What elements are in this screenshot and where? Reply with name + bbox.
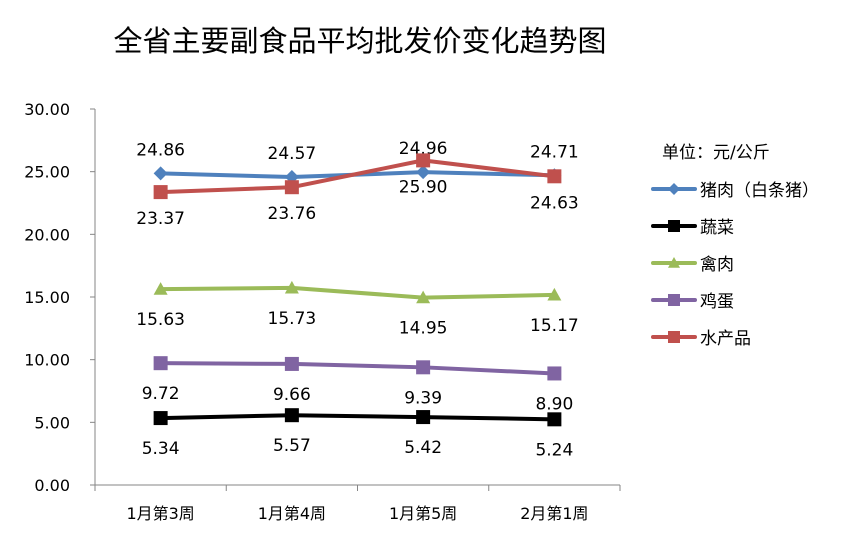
y-tick-label: 5.00 <box>34 413 70 432</box>
legend-label: 鸡蛋 <box>700 292 734 312</box>
unit-label: 单位：元/公斤 <box>662 143 770 163</box>
data-label: 15.63 <box>136 310 185 330</box>
y-tick-label: 15.00 <box>24 288 70 307</box>
legend-label: 水产品 <box>700 329 751 349</box>
data-point <box>153 185 168 200</box>
chart-title: 全省主要副食品平均批发价变化趋势图 <box>113 24 607 58</box>
data-point <box>416 165 431 180</box>
data-label: 8.90 <box>535 394 573 414</box>
x-tick-label: 2月第1周 <box>520 504 588 523</box>
data-point <box>547 412 562 427</box>
data-point <box>547 287 562 301</box>
data-point <box>547 169 562 184</box>
series-line <box>160 285 555 300</box>
data-point <box>416 360 431 375</box>
legend-label: 禽肉 <box>700 255 734 275</box>
y-tick-label: 20.00 <box>24 225 70 244</box>
series-line <box>160 361 555 376</box>
series-line <box>160 413 555 422</box>
legend-label: 蔬菜 <box>700 218 734 238</box>
data-label: 14.95 <box>399 319 448 339</box>
data-point <box>153 166 168 181</box>
data-point <box>153 356 168 371</box>
x-tick-label: 1月第4周 <box>258 504 326 523</box>
data-label: 15.73 <box>268 309 317 329</box>
data-label: 5.42 <box>404 438 442 458</box>
legend-marker <box>668 294 680 306</box>
y-tick-label: 0.00 <box>34 476 70 495</box>
series-line <box>160 158 555 195</box>
legend-marker <box>668 331 680 343</box>
data-label: 9.66 <box>273 385 311 405</box>
data-label: 9.39 <box>404 388 442 408</box>
data-label: 5.57 <box>273 436 311 456</box>
y-tick-label: 30.00 <box>24 100 70 119</box>
x-tick-label: 1月第3周 <box>126 504 194 523</box>
data-label: 5.24 <box>535 440 573 460</box>
data-point <box>284 356 299 371</box>
data-point <box>547 366 562 381</box>
data-label: 15.17 <box>530 316 579 336</box>
data-label: 5.34 <box>142 439 180 459</box>
data-point <box>416 153 431 168</box>
x-tick-label: 1月第5周 <box>389 504 457 523</box>
y-tick-label: 25.00 <box>24 163 70 182</box>
data-point <box>153 282 168 295</box>
data-label: 25.90 <box>399 177 448 197</box>
data-label: 23.76 <box>268 204 317 224</box>
data-label: 24.86 <box>136 140 185 160</box>
legend-label: 猪肉（白条猪） <box>700 181 819 201</box>
legend-marker <box>668 257 680 268</box>
data-point <box>416 290 431 304</box>
data-point <box>284 180 299 195</box>
data-point <box>416 410 431 425</box>
legend-marker <box>668 220 680 232</box>
y-tick-label: 10.00 <box>24 351 70 370</box>
data-point <box>284 408 299 423</box>
data-label: 9.72 <box>142 384 180 404</box>
data-label: 24.57 <box>268 144 317 164</box>
data-label: 23.37 <box>136 209 185 229</box>
data-point <box>153 411 168 426</box>
data-label: 24.71 <box>530 142 579 162</box>
data-label: 24.96 <box>399 139 448 159</box>
data-point <box>284 280 299 294</box>
data-label: 24.63 <box>530 193 579 213</box>
legend-marker <box>668 183 680 195</box>
